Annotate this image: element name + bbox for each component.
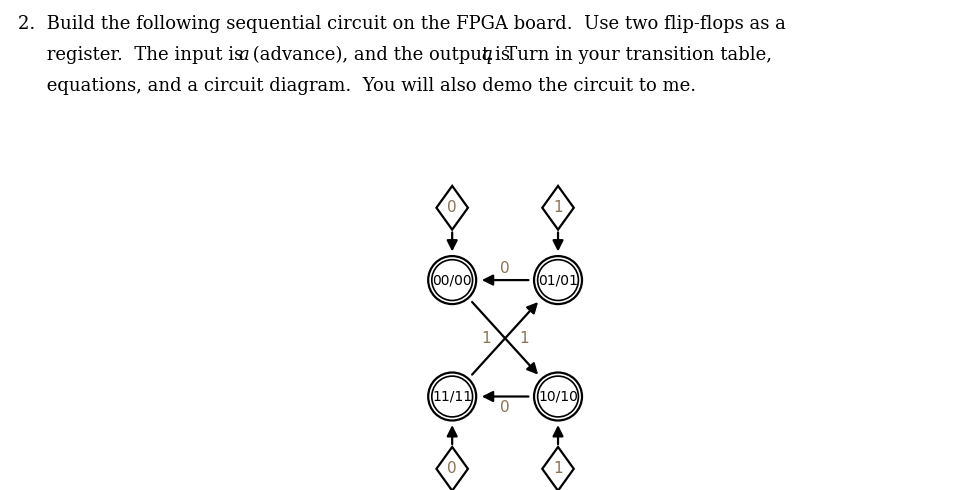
Polygon shape — [542, 447, 574, 490]
Text: 01/01: 01/01 — [538, 273, 578, 287]
Text: equations, and a circuit diagram.  You will also demo the circuit to me.: equations, and a circuit diagram. You wi… — [18, 77, 696, 96]
Text: .  Turn in your transition table,: . Turn in your transition table, — [487, 46, 772, 64]
Circle shape — [428, 256, 476, 304]
Polygon shape — [437, 447, 468, 490]
Polygon shape — [542, 186, 574, 230]
Polygon shape — [437, 186, 468, 230]
Text: 1: 1 — [481, 331, 490, 346]
Text: 1: 1 — [554, 200, 562, 215]
Text: 0: 0 — [448, 461, 457, 476]
Text: 0: 0 — [448, 200, 457, 215]
Circle shape — [428, 372, 476, 420]
Text: 11/11: 11/11 — [432, 390, 472, 403]
Text: 2.  Build the following sequential circuit on the FPGA board.  Use two flip-flop: 2. Build the following sequential circui… — [18, 15, 785, 33]
Text: 0: 0 — [500, 400, 510, 416]
Text: a: a — [237, 46, 249, 64]
Circle shape — [534, 256, 582, 304]
Text: 00/00: 00/00 — [432, 273, 472, 287]
Text: register.  The input is: register. The input is — [18, 46, 248, 64]
Text: 0: 0 — [500, 261, 510, 276]
Text: (advance), and the output is: (advance), and the output is — [247, 46, 516, 64]
Circle shape — [534, 372, 582, 420]
Text: q: q — [481, 46, 491, 64]
Text: 1: 1 — [554, 461, 562, 476]
Text: 1: 1 — [520, 331, 529, 346]
Text: 10/10: 10/10 — [538, 390, 578, 403]
